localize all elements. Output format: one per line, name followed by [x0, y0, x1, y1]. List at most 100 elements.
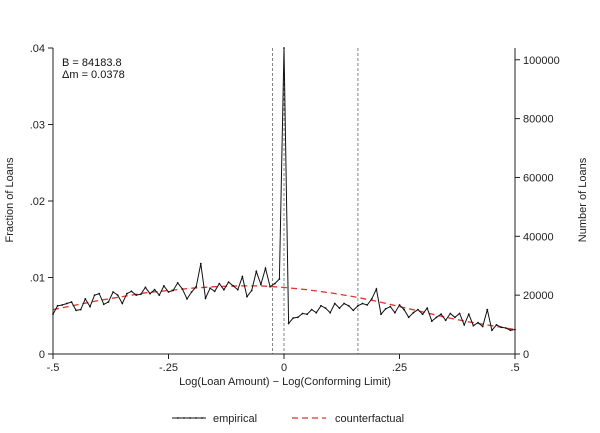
empirical-point [190, 291, 193, 293]
empirical-point [458, 312, 461, 315]
empirical-point [375, 288, 378, 290]
x-tick-label: .5 [510, 362, 519, 374]
empirical-point [195, 285, 198, 288]
empirical-point [241, 275, 244, 278]
y-right-tick-label: 20000 [523, 290, 554, 302]
empirical-point [435, 316, 438, 319]
empirical-point [472, 324, 475, 327]
empirical-point [56, 304, 59, 307]
empirical-point [135, 294, 138, 296]
empirical-point [186, 298, 188, 300]
empirical-point [324, 307, 327, 309]
empirical-point [504, 327, 507, 329]
empirical-point [61, 304, 64, 306]
empirical-point [163, 285, 165, 287]
empirical-point [112, 291, 114, 293]
y-axis-right-title: Number of Loans [577, 157, 589, 242]
empirical-point [107, 301, 110, 303]
empirical-point [250, 289, 253, 292]
empirical-point [255, 270, 258, 273]
empirical-point [93, 294, 96, 296]
vertical-reference-lines [272, 48, 359, 354]
empirical-point [463, 324, 466, 326]
y-left-tick-label: .04 [30, 43, 45, 55]
y-left-tick-label: .02 [30, 196, 45, 208]
x-tick-label: 0 [281, 362, 287, 374]
empirical-point [486, 308, 489, 311]
empirical-point [278, 278, 281, 280]
empirical-point [144, 286, 147, 289]
empirical-point [223, 288, 225, 291]
y-right-tick-label: 0 [523, 349, 529, 361]
empirical-point [269, 285, 271, 288]
empirical-point [449, 312, 452, 315]
empirical-point [149, 292, 151, 295]
empirical-point [333, 302, 336, 305]
empirical-point [380, 313, 382, 316]
empirical-point [236, 288, 239, 291]
empirical-point [329, 311, 332, 314]
empirical-point [384, 308, 387, 310]
empirical-point [172, 289, 175, 292]
empirical-point [102, 303, 105, 306]
x-tick-label: -.5 [47, 362, 60, 374]
empirical-point [481, 325, 484, 328]
annotation-bunching: B = 84183.8 [62, 57, 122, 69]
empirical-point [407, 316, 410, 319]
legend-empirical-label: empirical [213, 413, 257, 425]
empirical-point [130, 290, 133, 293]
empirical-point [477, 321, 479, 324]
series-counterfactual-line [52, 285, 516, 331]
empirical-point [213, 290, 216, 293]
legend-empirical-marker [201, 417, 203, 419]
empirical-point [417, 308, 419, 311]
empirical-point [440, 313, 442, 316]
empirical-point [209, 287, 212, 290]
empirical-point [320, 304, 322, 307]
empirical-point [430, 320, 433, 322]
empirical-point [153, 288, 156, 291]
empirical-point [394, 311, 396, 314]
empirical-point [421, 313, 424, 316]
empirical-point [352, 309, 355, 312]
empirical-point [264, 267, 267, 270]
empirical-point [315, 311, 318, 314]
empirical-point [403, 308, 405, 311]
empirical-point [343, 302, 345, 305]
empirical-point [218, 282, 221, 285]
empirical-point [500, 326, 502, 329]
empirical-point [389, 305, 392, 308]
empirical-point [121, 302, 124, 305]
y-right-tick-label: 80000 [523, 114, 554, 126]
empirical-point [89, 305, 91, 308]
legend-empirical-marker [189, 417, 191, 419]
empirical-point [116, 294, 119, 296]
empirical-point [509, 329, 512, 332]
empirical-point [273, 282, 276, 285]
y-axis-left-title: Fraction of Loans [4, 157, 16, 242]
empirical-point [167, 291, 170, 293]
empirical-point [287, 322, 290, 325]
empirical-point [70, 301, 73, 303]
x-tick-label: -.25 [159, 362, 178, 374]
empirical-point [361, 302, 364, 305]
empirical-point [204, 297, 207, 300]
empirical-point [297, 316, 299, 319]
empirical-point [246, 295, 248, 298]
empirical-point [84, 298, 87, 300]
empirical-point [66, 302, 68, 305]
empirical-point [301, 312, 304, 315]
y-right-tick-label: 100000 [523, 55, 560, 67]
empirical-point [227, 281, 230, 283]
empirical-point [495, 324, 498, 326]
empirical-point [292, 317, 295, 319]
empirical-point [347, 304, 350, 307]
empirical-point [260, 283, 262, 286]
legend-counterfactual-label: counterfactual [335, 413, 404, 425]
axes: -.5 -.25 0 .25 .5 0 .01 .02 .03 .04 0 20000 40000 600… [30, 43, 560, 374]
annotation-delta-m: Δm = 0.0378 [62, 69, 125, 81]
empirical-point [412, 311, 415, 314]
empirical-point [366, 304, 369, 306]
empirical-point [370, 298, 373, 300]
empirical-point [199, 262, 202, 265]
